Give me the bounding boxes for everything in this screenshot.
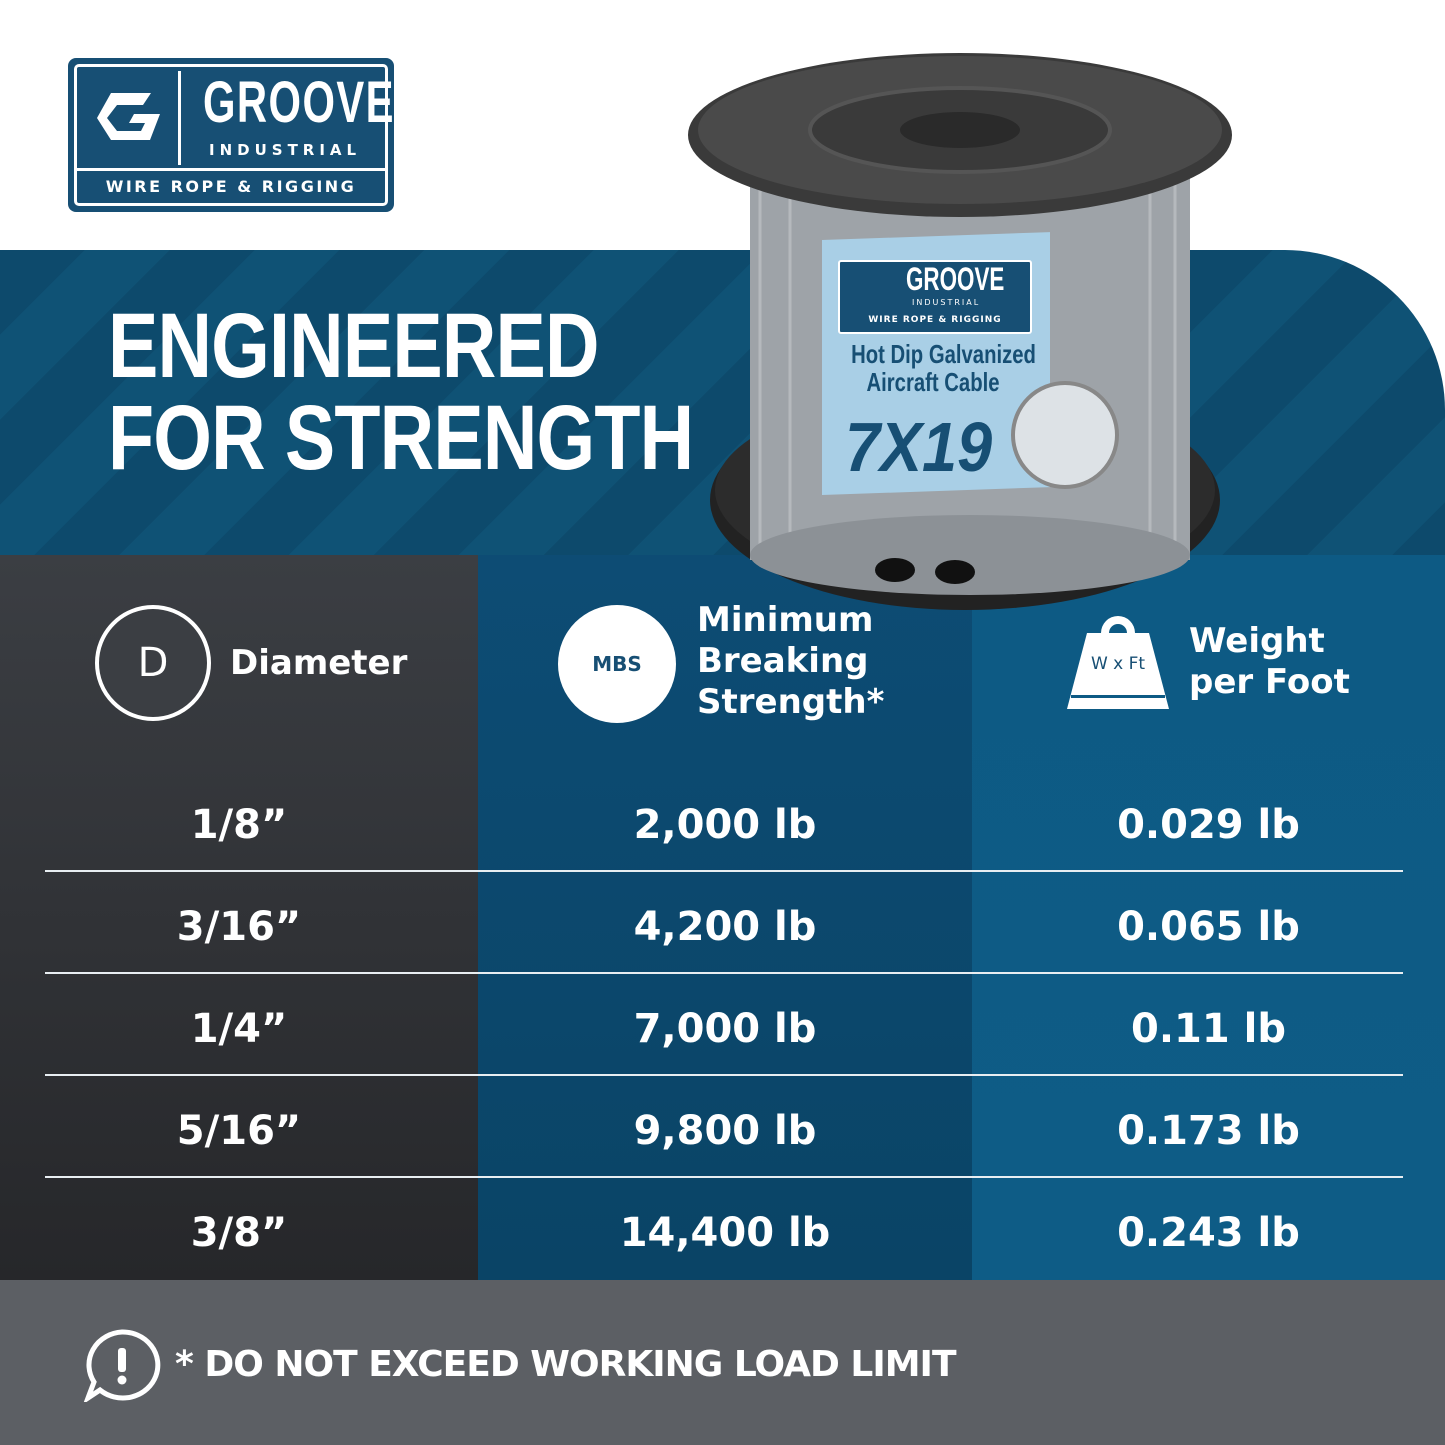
logo-name: GROOVE [203,70,395,135]
weight-icon [1067,616,1169,709]
mbs-icon-text: MBS [592,652,642,676]
cell-mbs: 4,200 lb [633,904,817,950]
cell-mbs: 14,400 lb [619,1210,831,1256]
cell-diameter: 5/16” [176,1108,302,1154]
spool-label-line1: Hot Dip Galvanized [851,339,1036,369]
diameter-icon-text: D [137,640,169,686]
logo-g-icon [81,71,181,165]
logo-tagline: WIRE ROPE & RIGGING [105,177,357,196]
hero-line-2: FOR STRENGTH [108,387,694,489]
spool-label-tagline: WIRE ROPE & RIGGING [868,315,1002,325]
diameter-icon: D [95,605,211,721]
header-mbs-line2: Breaking [697,641,869,681]
brand-logo: GROOVE INDUSTRIAL WIRE ROPE & RIGGING [68,58,394,212]
spool-label-logo: GROOVE INDUSTRIAL WIRE ROPE & RIGGING [838,260,1032,334]
spool-label-text: Hot Dip Galvanized Aircraft Cable [851,339,1036,397]
footer [0,1280,1445,1445]
spool-label-line2: Aircraft Cable [866,367,1000,397]
weight-icon-text: W x Ft [1090,654,1146,674]
mbs-icon: MBS [558,605,676,723]
hero-line-1: ENGINEERED [108,295,599,397]
row-divider [45,870,1403,872]
cell-mbs: 9,800 lb [633,1108,817,1154]
cell-diameter: 3/16” [176,904,302,950]
weight-column [972,555,1445,1280]
cell-diameter: 3/8” [190,1210,288,1256]
cell-weight: 0.029 lb [1117,802,1300,848]
header-weight-line1: Weight [1189,621,1325,661]
row-divider [45,1074,1403,1076]
spool-label-brand: GROOVE [906,261,1005,297]
cable-spool-image [688,53,1232,610]
header-mbs-line3: Strength* [697,682,885,722]
cell-weight: 0.065 lb [1117,904,1300,950]
alert-icon [83,1329,161,1402]
cell-diameter: 1/4” [190,1006,288,1052]
header-weight-line2: per Foot [1189,662,1350,702]
spool-label-construction: 7X19 [845,408,993,486]
cell-weight: 0.173 lb [1117,1108,1300,1154]
cell-weight: 0.11 lb [1131,1006,1286,1052]
header-mbs-line1: Minimum [697,600,874,640]
header-diameter: Diameter [230,643,408,683]
spool-label-sub: INDUSTRIAL [912,298,981,307]
cell-diameter: 1/8” [190,802,288,848]
row-divider [45,1176,1403,1178]
footer-note: * DO NOT EXCEED WORKING LOAD LIMIT [175,1344,956,1385]
row-divider [45,972,1403,974]
logo-sub: INDUSTRIAL [209,141,362,159]
diameter-column [0,555,478,1280]
cell-weight: 0.243 lb [1117,1210,1300,1256]
hero-title: ENGINEERED FOR STRENGTH [108,295,694,489]
cell-mbs: 2,000 lb [633,802,817,848]
cell-mbs: 7,000 lb [633,1006,817,1052]
